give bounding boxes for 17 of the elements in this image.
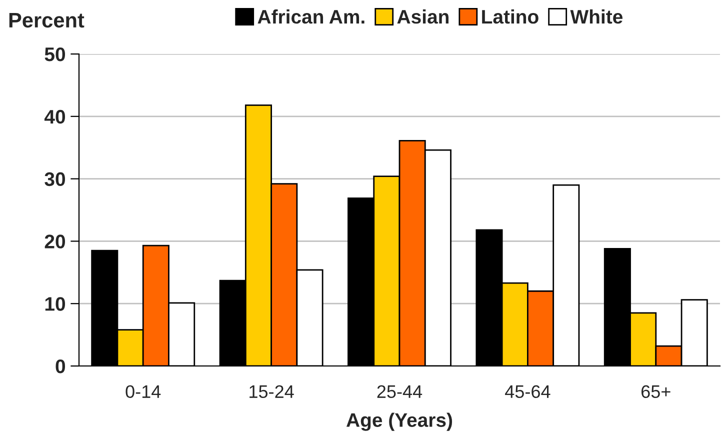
legend-label: Asian	[397, 9, 448, 24]
y-tick-label: 50	[44, 47, 66, 62]
x-tick-label: 0-14	[126, 385, 161, 398]
legend-label: Latino	[482, 9, 538, 24]
y-tick-label: 40	[44, 110, 66, 124]
y-tick-label: 20	[44, 234, 66, 248]
y-tick-label: 0	[56, 359, 66, 374]
y-tick-label: 10	[45, 297, 66, 311]
x-tick-label: 45-64	[505, 385, 550, 398]
y-axis-title: Percent	[9, 13, 84, 28]
y-tick-label: 30	[44, 172, 66, 186]
x-tick-label: 25-44	[377, 385, 422, 398]
x-tick-label: 65+	[642, 385, 670, 398]
legend-label: African Am.	[258, 9, 364, 24]
x-tick-label: 15-24	[250, 385, 294, 398]
x-axis-title: Age (Years)	[346, 412, 452, 431]
legend-label: White	[570, 9, 622, 24]
